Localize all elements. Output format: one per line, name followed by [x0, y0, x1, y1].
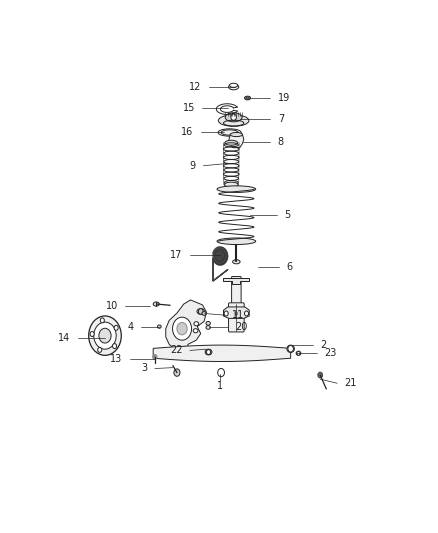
Ellipse shape — [230, 133, 243, 136]
Circle shape — [231, 114, 237, 120]
Text: 4: 4 — [128, 322, 134, 333]
Text: 6: 6 — [286, 262, 293, 272]
Circle shape — [90, 332, 94, 336]
Polygon shape — [153, 345, 291, 361]
Ellipse shape — [217, 186, 256, 192]
Ellipse shape — [217, 238, 256, 245]
Ellipse shape — [157, 325, 161, 328]
Circle shape — [99, 328, 111, 343]
Ellipse shape — [206, 326, 210, 329]
Circle shape — [244, 311, 249, 316]
Circle shape — [235, 312, 238, 315]
Ellipse shape — [193, 329, 198, 333]
Polygon shape — [229, 134, 244, 148]
Ellipse shape — [221, 130, 238, 135]
Text: 14: 14 — [58, 333, 71, 343]
Text: 19: 19 — [278, 93, 290, 103]
Circle shape — [206, 350, 211, 354]
Circle shape — [318, 372, 322, 378]
Text: 10: 10 — [106, 301, 118, 311]
Circle shape — [100, 318, 104, 323]
Text: 20: 20 — [235, 322, 248, 333]
Ellipse shape — [233, 260, 240, 264]
Ellipse shape — [206, 321, 210, 325]
Text: 1: 1 — [217, 381, 223, 391]
Circle shape — [88, 316, 121, 356]
Circle shape — [94, 322, 116, 349]
Circle shape — [297, 351, 300, 356]
Text: 15: 15 — [183, 103, 195, 114]
Text: 22: 22 — [170, 345, 182, 356]
Circle shape — [218, 368, 225, 377]
Ellipse shape — [225, 113, 242, 122]
Text: 17: 17 — [170, 250, 182, 260]
Circle shape — [288, 345, 293, 352]
Ellipse shape — [197, 309, 205, 314]
Ellipse shape — [230, 83, 238, 87]
Text: 16: 16 — [181, 127, 193, 136]
Circle shape — [198, 309, 203, 314]
FancyBboxPatch shape — [232, 277, 241, 305]
Text: 21: 21 — [345, 378, 357, 388]
Text: 9: 9 — [190, 161, 196, 171]
Polygon shape — [223, 278, 249, 284]
Polygon shape — [166, 300, 206, 353]
Text: 11: 11 — [232, 310, 244, 320]
Circle shape — [180, 347, 190, 358]
Ellipse shape — [153, 302, 159, 306]
Text: 12: 12 — [189, 82, 202, 92]
Circle shape — [177, 322, 187, 335]
Ellipse shape — [246, 97, 249, 99]
FancyBboxPatch shape — [229, 303, 244, 332]
Ellipse shape — [287, 345, 294, 352]
Circle shape — [153, 354, 157, 359]
Text: 13: 13 — [110, 353, 123, 364]
Ellipse shape — [244, 96, 251, 100]
Ellipse shape — [229, 84, 239, 90]
Ellipse shape — [296, 351, 301, 356]
Circle shape — [174, 369, 180, 376]
Text: 7: 7 — [278, 115, 284, 124]
Circle shape — [114, 325, 118, 330]
Circle shape — [173, 317, 191, 340]
Circle shape — [224, 311, 228, 316]
Polygon shape — [223, 307, 249, 318]
Ellipse shape — [225, 182, 238, 187]
Circle shape — [113, 344, 117, 349]
Ellipse shape — [202, 312, 206, 316]
Ellipse shape — [205, 349, 212, 355]
Text: 2: 2 — [320, 340, 326, 350]
Text: 8: 8 — [278, 137, 284, 147]
Text: 3: 3 — [141, 364, 148, 374]
Circle shape — [98, 348, 102, 352]
Ellipse shape — [194, 322, 199, 326]
Ellipse shape — [218, 129, 241, 136]
Text: 23: 23 — [324, 348, 337, 358]
Ellipse shape — [225, 140, 238, 145]
Ellipse shape — [219, 115, 249, 126]
Text: 5: 5 — [285, 210, 291, 220]
